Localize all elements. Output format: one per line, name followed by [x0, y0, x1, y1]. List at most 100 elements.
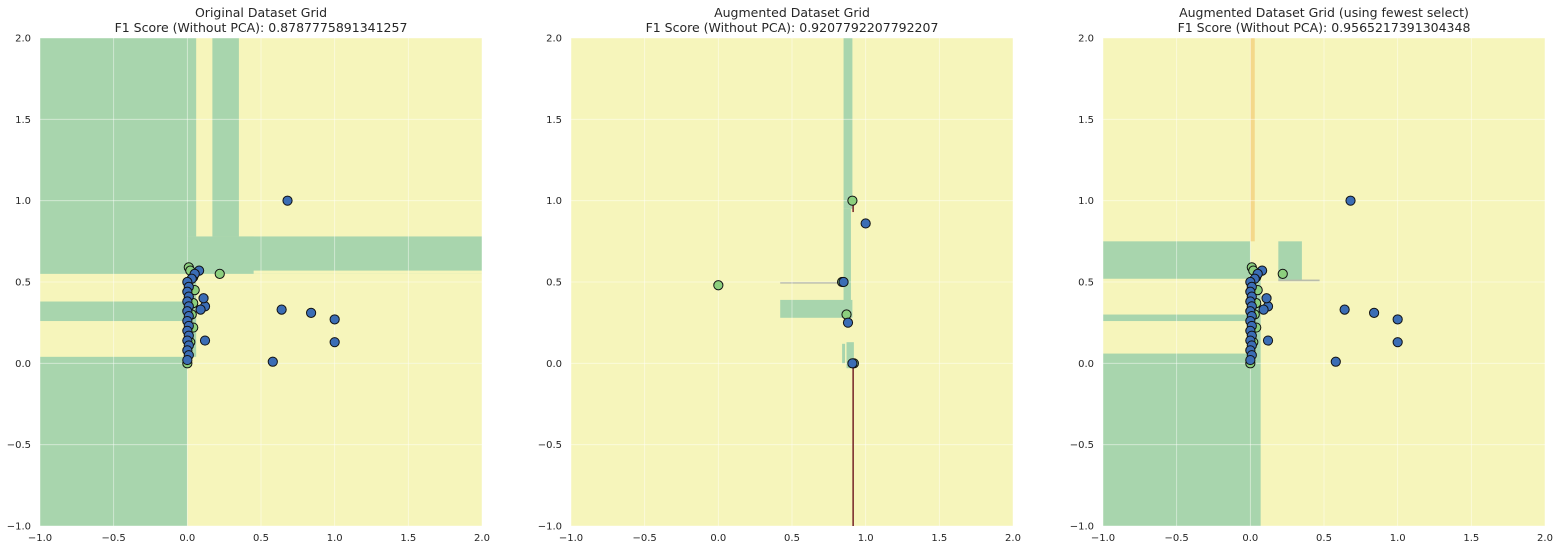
data-point-blue	[195, 304, 206, 315]
y-tick-label: −0.5	[7, 440, 31, 451]
y-tick-label: 1.0	[546, 196, 562, 207]
y-tick-label: −1.0	[1070, 522, 1094, 533]
y-tick-label: 1.0	[15, 196, 31, 207]
plot-area: −1.0 −0.5 0.0 0.5 1.0 1.5 2.0 −1.0 −0.5 0.0 0.5 1.0…	[7, 34, 490, 545]
y-tick-label: 0.5	[1078, 278, 1094, 289]
data-points	[1245, 195, 1403, 369]
chart-title-line2: F1 Score (Without PCA): 0.87877758913412…	[115, 20, 408, 35]
decision-region-green	[846, 342, 854, 369]
x-tick-label: 2.0	[474, 533, 490, 544]
y-tick-label: 0.0	[1078, 359, 1094, 370]
decision-region-green	[216, 236, 254, 271]
axes: −1.0 −0.5 0.0 0.5 1.0 1.5 2.0 −1.0 −0.5 0.0 0.5 1.0…	[1070, 34, 1553, 545]
axes: −1.0 −0.5 0.0 0.5 1.0 1.5 2.0 −1.0 −0.5 0.0 0.5 1.0…	[7, 34, 490, 545]
decision-region-green	[187, 38, 197, 237]
data-point-blue	[1368, 307, 1380, 319]
data-point-green	[1277, 268, 1288, 279]
x-tick-label: −0.5	[633, 533, 657, 544]
data-point-green	[713, 280, 724, 291]
y-tick-label: 1.5	[1078, 115, 1094, 126]
x-tick-label: −1.0	[559, 533, 583, 544]
plot-area: −1.0 −0.5 0.0 0.5 1.0 1.5 2.0 −1.0 −0.5 0.0 0.5 1.0…	[1070, 34, 1553, 545]
decision-region-green	[238, 239, 482, 271]
chart-panel-original: Original Dataset Grid F1 Score (Without …	[7, 5, 490, 544]
data-point-blue	[842, 317, 854, 328]
decision-region-green	[842, 343, 846, 364]
chart-title-line1: Augmented Dataset Grid	[714, 5, 870, 20]
data-point-blue	[1245, 354, 1256, 366]
data-point-blue	[276, 304, 287, 315]
data-points	[182, 195, 340, 369]
data-point-blue	[860, 218, 871, 229]
x-tick-label: 1.0	[327, 533, 343, 544]
x-tick-label: 0.5	[784, 533, 800, 544]
x-tick-label: 0.0	[1242, 533, 1258, 544]
y-tick-label: 1.0	[1078, 196, 1094, 207]
x-tick-label: 1.5	[1463, 533, 1479, 544]
data-point-green	[214, 268, 225, 279]
y-tick-label: 2.0	[1078, 34, 1094, 45]
decision-region-orange	[1250, 38, 1255, 242]
data-point-blue	[199, 335, 211, 346]
x-tick-label: −1.0	[1091, 533, 1115, 544]
x-tick-label: 0.5	[253, 533, 269, 544]
axes: −1.0 −0.5 0.0 0.5 1.0 1.5 2.0 −1.0 −0.5 0.0 0.5 1.0…	[538, 34, 1021, 545]
data-point-blue	[847, 358, 858, 369]
data-point-blue	[329, 337, 340, 348]
x-tick-label: 1.0	[858, 533, 874, 544]
decision-region-green	[212, 38, 239, 237]
decision-region-green	[1250, 278, 1261, 364]
data-points	[713, 195, 871, 369]
data-point-blue	[182, 354, 193, 366]
y-tick-label: −0.5	[538, 440, 562, 451]
decision-region-green	[843, 208, 851, 307]
y-tick-label: 2.0	[546, 34, 562, 45]
data-point-blue	[1330, 356, 1341, 367]
gridlines	[570, 37, 1014, 527]
decision-region-green	[780, 299, 853, 318]
x-tick-label: −1.0	[28, 533, 52, 544]
data-point-green	[847, 195, 858, 206]
y-tick-label: 2.0	[15, 34, 31, 45]
data-point-blue	[1392, 314, 1403, 325]
x-tick-label: 2.0	[1005, 533, 1021, 544]
data-point-blue	[838, 276, 849, 288]
chart-panel-augmented-fewest-select: Augmented Dataset Grid (using fewest sel…	[1070, 5, 1553, 544]
y-tick-label: 1.5	[15, 115, 31, 126]
y-tick-label: 1.5	[546, 115, 562, 126]
y-tick-label: 0.0	[546, 359, 562, 370]
chart-title-line1: Original Dataset Grid	[195, 5, 327, 20]
gridlines	[39, 37, 483, 527]
chart-title-line2: F1 Score (Without PCA): 0.92077922077922…	[646, 20, 939, 35]
decision-region-green	[843, 38, 853, 209]
x-tick-label: −0.5	[1165, 533, 1189, 544]
x-tick-label: 1.5	[400, 533, 416, 544]
y-tick-label: 0.5	[546, 278, 562, 289]
y-tick-label: −1.0	[538, 522, 562, 533]
data-point-blue	[1392, 337, 1403, 348]
y-tick-label: −0.5	[1070, 440, 1094, 451]
data-point-blue	[1262, 335, 1274, 346]
data-point-blue	[1339, 304, 1350, 315]
y-tick-label: −1.0	[7, 522, 31, 533]
data-point-blue	[1345, 195, 1356, 206]
x-tick-label: 1.0	[1390, 533, 1406, 544]
x-tick-label: 0.5	[1316, 533, 1332, 544]
data-point-blue	[305, 307, 317, 319]
x-tick-label: 0.0	[710, 533, 726, 544]
data-point-blue	[198, 293, 209, 304]
x-tick-label: 2.0	[1537, 533, 1553, 544]
data-point-blue	[329, 314, 340, 325]
plot-area: −1.0 −0.5 0.0 0.5 1.0 1.5 2.0 −1.0 −0.5 0.0 0.5 1.0…	[538, 34, 1021, 545]
y-tick-label: 0.5	[15, 278, 31, 289]
data-point-blue	[1261, 293, 1272, 304]
data-point-blue	[282, 195, 293, 206]
data-point-green	[841, 309, 852, 320]
decision-region-gray	[780, 282, 846, 284]
x-tick-label: 1.5	[931, 533, 947, 544]
chart-panel-augmented: Augmented Dataset Grid F1 Score (Without…	[538, 5, 1021, 544]
chart-title-line2: F1 Score (Without PCA): 0.95652173913043…	[1178, 20, 1471, 35]
x-tick-label: −0.5	[102, 533, 126, 544]
y-tick-label: 0.0	[15, 359, 31, 370]
